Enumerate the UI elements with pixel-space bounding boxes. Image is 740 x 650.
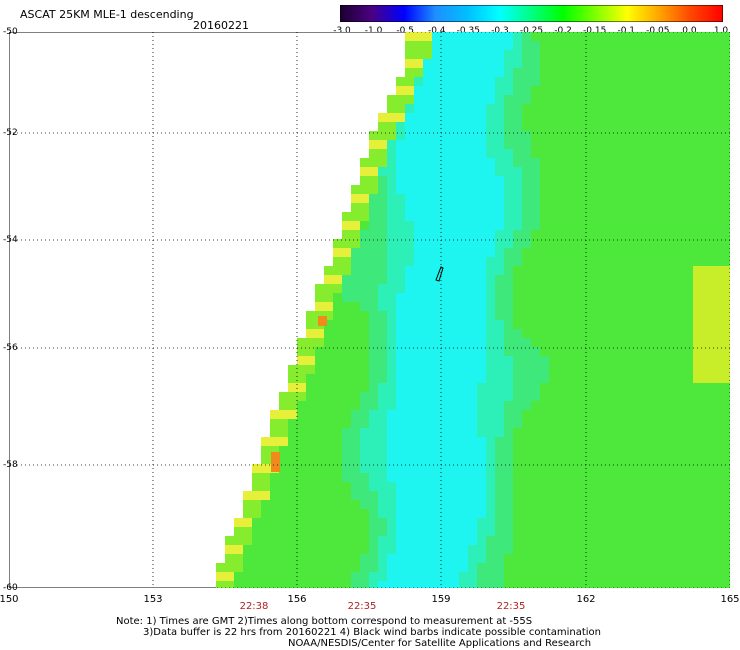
color-scale-label: 0.0 (682, 26, 697, 36)
product-date: 20160221 (193, 19, 249, 32)
latitude-label: -60 (3, 583, 18, 593)
lat-lon-grid (9, 32, 730, 588)
color-scale-label: -0.4 (427, 26, 446, 36)
color-scale-label: 1.0 (713, 26, 729, 36)
color-scale-label: -3.0 (333, 26, 351, 36)
latitude-label: -50 (3, 27, 18, 37)
latitude-label: -54 (3, 235, 18, 245)
latitude-label: -52 (3, 128, 18, 138)
pass-time-1: 22:38 (239, 601, 269, 612)
color-scale-label: -0.2 (554, 26, 572, 36)
color-scale-label: -1.0 (364, 26, 383, 36)
note-line-1: Note: 1) Times are GMT 2)Times along bot… (116, 616, 533, 627)
color-scale-label: -0.05 (646, 26, 670, 36)
scatterometer-swath (216, 32, 730, 588)
latitude-label: -58 (3, 460, 18, 470)
color-scale-bar (340, 5, 723, 22)
longitude-label: 162 (576, 594, 596, 605)
map-plot (9, 32, 730, 588)
color-scale-label: -0.5 (396, 26, 414, 36)
pass-time-2: 22:35 (347, 601, 377, 612)
latitude-label: -56 (3, 343, 18, 353)
note-line-3: NOAA/NESDIS/Center for Satellite Applica… (288, 638, 592, 649)
longitude-label: 165 (720, 594, 740, 605)
color-scale-label: -0.15 (583, 26, 607, 36)
note-line-2: 3)Data buffer is 22 hrs from 20160221 4)… (143, 627, 601, 638)
product-title: ASCAT 25KM MLE-1 descending (20, 8, 194, 21)
pass-time-3: 22:35 (496, 601, 526, 612)
color-scale-label: -0.1 (617, 26, 636, 36)
longitude-label: 156 (287, 594, 307, 605)
contamination-barb (435, 266, 444, 282)
color-scale-label: -0.25 (519, 26, 544, 36)
color-scale-label: -0.3 (491, 26, 509, 36)
longitude-label: 153 (143, 594, 163, 605)
longitude-label: 159 (431, 594, 451, 605)
longitude-label: 150 (0, 594, 19, 605)
color-scale-label: -0.35 (456, 26, 480, 36)
footnotes: Note: 1) Times are GMT 2)Times along bot… (116, 616, 601, 649)
